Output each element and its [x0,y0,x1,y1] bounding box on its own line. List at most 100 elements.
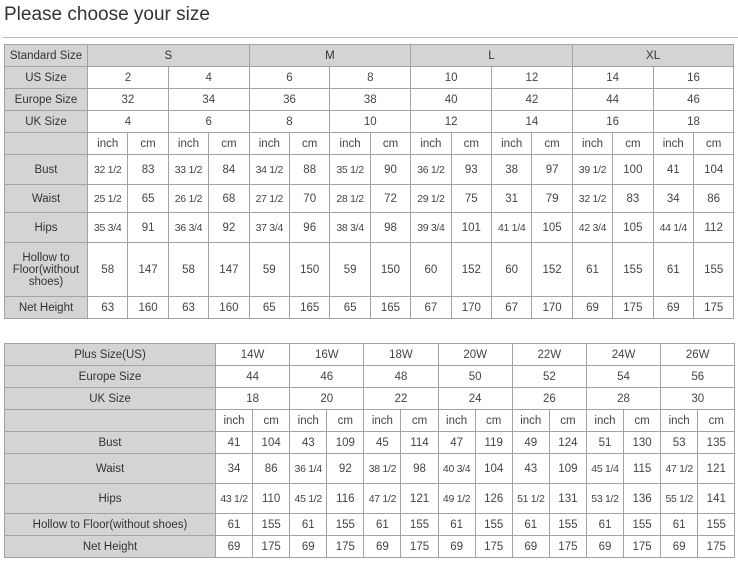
measurement-cell: 155 [474,513,513,536]
measurement-cell: 65 [127,184,169,213]
us-size-cell: 6 [248,66,331,89]
measurement-cell: 45 1/4 [585,453,625,484]
row-label: UK Size [4,110,88,133]
measurement-cell: 115 [623,453,662,484]
measurement-cell: 41 [652,154,694,185]
plus-size-table: Plus Size(US) 14W 16W 18W 20W 22W 24W 26W Europe… [4,343,736,558]
measurement-cell: 61 [585,513,625,536]
measurement-cell: 58 [86,242,129,297]
europe-size-cell: 42 [490,88,573,111]
measurement-row: Waist 34 86 36 1/4 92 38 1/2 98 40 3/4 104 43 109 4… [4,453,736,484]
measurement-cell: 101 [450,212,492,243]
measurement-cell: 119 [474,431,513,454]
measurement-cell: 175 [252,535,291,558]
us-size-cell: 20W [437,343,513,366]
measurement-cell: 114 [400,431,439,454]
measurement-cell: 105 [531,212,573,243]
measurement-cell: 147 [127,242,169,297]
standard-size-cell: L [410,44,573,67]
unit-cell: cm [548,409,587,432]
page-title: Please choose your size [4,4,210,25]
measurement-cell: 43 [289,431,328,454]
unit-cell: cm [474,409,513,432]
row-label: Hips [4,483,216,514]
uk-size-cell: 12 [410,110,492,133]
measurement-row: Hips 43 1/2 110 45 1/2 116 47 1/2 121 49 1/2 126… [4,483,736,514]
measurement-row: Hollow to Floor(without shoes) 58 147 58 147… [4,242,735,297]
measurement-cell: 41 1/4 [490,212,533,243]
measurement-cell: 26 1/2 [167,184,210,213]
measurement-cell: 75 [450,184,492,213]
standard-size-cell: M [248,44,412,67]
us-size-cell: 26W [660,343,736,366]
measurement-cell: 37 3/4 [248,212,291,243]
measurement-cell: 61 [214,513,254,536]
europe-size-cell: 38 [329,88,412,111]
europe-size-cell: 36 [248,88,331,111]
uk-size-cell: 6 [167,110,250,133]
row-label: Waist [4,184,88,213]
unit-cell: inch [585,409,625,432]
measurement-cell: 69 [437,535,476,558]
unit-cell: inch [248,132,291,155]
unit-cell: cm [612,132,654,155]
unit-cell: cm [623,409,662,432]
us-size-cell: 14W [214,343,291,366]
measurement-cell: 98 [369,212,412,243]
measurement-cell: 43 [511,453,550,484]
row-label: Net Height [4,535,216,558]
unit-cell: cm [208,132,250,155]
measurement-cell: 60 [490,242,533,297]
measurement-cell: 175 [400,535,439,558]
divider [3,37,738,38]
uk-size-row: UK Size 18 20 22 24 26 28 30 [4,387,736,410]
uk-size-row: UK Size 4 6 8 10 12 14 16 18 [4,110,735,133]
europe-size-cell: 32 [87,88,169,111]
measurement-cell: 61 [652,242,694,297]
measurement-cell: 67 [490,296,533,319]
measurement-cell: 175 [612,296,654,319]
unit-cell: inch [571,132,614,155]
us-size-cell: 14 [571,66,654,89]
europe-size-cell: 44 [571,88,654,111]
measurement-cell: 47 [437,431,476,454]
measurement-cell: 69 [652,296,694,319]
measurement-cell: 63 [86,296,129,319]
europe-size-row: Europe Size 32 34 36 38 40 42 44 46 [4,88,735,111]
measurement-cell: 109 [326,431,365,454]
measurement-row: Hollow to Floor(without shoes) 61 155 61 155… [4,513,736,536]
measurement-cell: 147 [208,242,250,297]
measurement-cell: 45 1/2 [289,483,328,514]
measurement-cell: 67 [410,296,452,319]
measurement-cell: 47 1/2 [363,483,402,514]
row-label: Europe Size [4,88,88,111]
measurement-cell: 84 [208,154,250,185]
measurement-cell: 104 [692,154,735,185]
measurement-cell: 27 1/2 [248,184,291,213]
measurement-cell: 69 [214,535,254,558]
measurement-cell: 92 [326,453,365,484]
measurement-cell: 150 [369,242,412,297]
us-size-cell: 4 [167,66,250,89]
measurement-cell: 121 [697,453,736,484]
row-label: Standard Size [4,44,88,67]
measurement-cell: 126 [474,483,513,514]
us-size-cell: 24W [585,343,662,366]
unit-cell: cm [450,132,492,155]
measurement-cell: 61 [511,513,550,536]
measurement-cell: 155 [400,513,439,536]
measurement-cell: 53 1/2 [585,483,625,514]
measurement-cell: 98 [400,453,439,484]
europe-size-cell: 54 [585,365,662,388]
measurement-cell: 51 [585,431,625,454]
measurement-cell: 93 [450,154,492,185]
measurement-cell: 58 [167,242,210,297]
unit-cell: inch [437,409,476,432]
us-size-cell: 2 [87,66,169,89]
measurement-cell: 34 [214,453,254,484]
measurement-cell: 39 1/2 [571,154,614,185]
row-label: Plus Size(US) [4,343,216,366]
unit-cell: inch [511,409,550,432]
measurement-cell: 33 1/2 [167,154,210,185]
measurement-cell: 43 1/2 [214,483,254,514]
